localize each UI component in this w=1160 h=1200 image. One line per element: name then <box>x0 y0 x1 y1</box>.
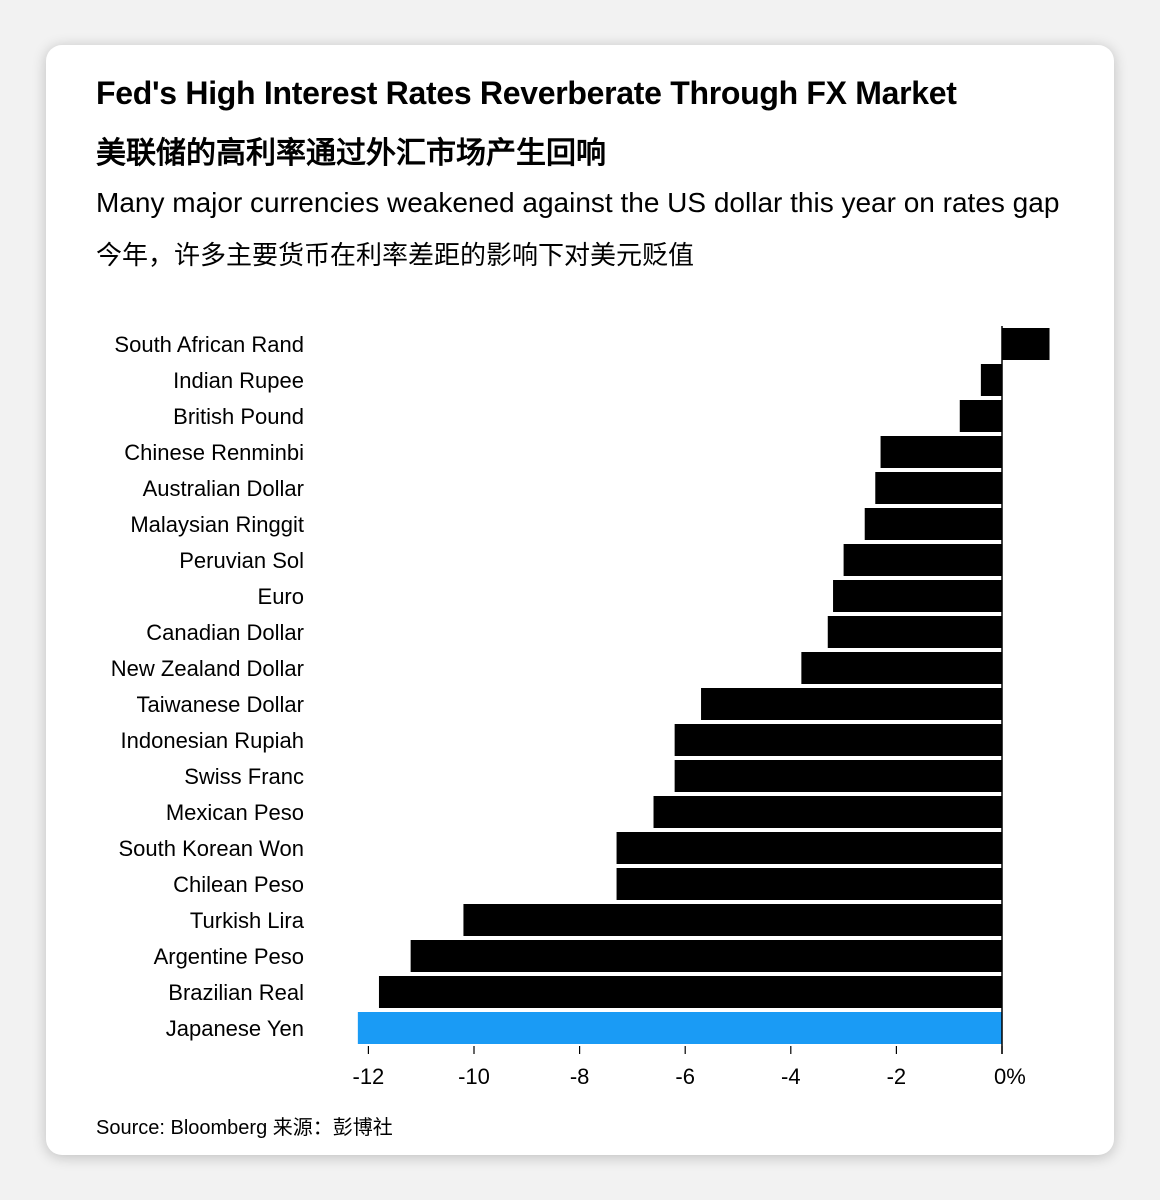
bar <box>378 976 1003 1008</box>
x-tick-label: -8 <box>570 1064 590 1089</box>
bar <box>875 472 1002 504</box>
chart-subtitle-chinese: 今年，许多主要货币在利率差距的影响下对美元贬值 <box>96 241 695 271</box>
bar <box>833 580 1002 612</box>
bar <box>674 760 1002 792</box>
bar <box>843 544 1002 576</box>
x-tick-label: 0% <box>994 1064 1026 1089</box>
category-label: South African Rand <box>114 332 304 357</box>
chart-card: Fed's High Interest Rates Reverberate Th… <box>46 45 1114 1155</box>
category-label: South Korean Won <box>119 836 305 861</box>
category-label: Euro <box>258 584 304 609</box>
bar <box>463 904 1002 936</box>
category-label: Australian Dollar <box>143 476 304 501</box>
source-note: Source: Bloomberg 来源：彭博社 <box>96 1117 393 1139</box>
category-label: Indonesian Rupiah <box>121 728 304 753</box>
bar <box>674 724 1002 756</box>
x-tick-label: -10 <box>458 1064 490 1089</box>
bar <box>357 1012 1003 1044</box>
category-label: Argentine Peso <box>154 944 304 969</box>
category-label: New Zealand Dollar <box>111 656 304 681</box>
category-label: Peruvian Sol <box>179 548 304 573</box>
category-label: Chinese Renminbi <box>124 440 304 465</box>
bar <box>1002 328 1050 360</box>
category-label: Taiwanese Dollar <box>136 692 304 717</box>
bar <box>653 796 1002 828</box>
category-label: Turkish Lira <box>190 908 305 933</box>
bar <box>959 400 1002 432</box>
category-label: Japanese Yen <box>166 1016 304 1041</box>
bar <box>801 652 1002 684</box>
chart-title-chinese: 美联储的高利率通过外汇市场产生回响 <box>96 136 606 171</box>
category-label: British Pound <box>173 404 304 429</box>
bar <box>827 616 1002 648</box>
bar <box>864 508 1002 540</box>
x-tick-label: -2 <box>887 1064 907 1089</box>
bar <box>616 868 1002 900</box>
bar <box>701 688 1002 720</box>
bar <box>410 940 1002 972</box>
bar <box>880 436 1002 468</box>
chart-title: Fed's High Interest Rates Reverberate Th… <box>96 75 957 111</box>
category-label: Brazilian Real <box>168 980 304 1005</box>
category-label: Indian Rupee <box>173 368 304 393</box>
bar-chart: South African Rand Indian Rupee British Po… <box>111 326 1050 1089</box>
category-label: Chilean Peso <box>173 872 304 897</box>
bar <box>616 832 1002 864</box>
category-label: Swiss Franc <box>184 764 304 789</box>
category-label: Canadian Dollar <box>146 620 304 645</box>
x-tick-label: -4 <box>781 1064 801 1089</box>
bar <box>980 364 1002 396</box>
chart-subtitle: Many major currencies weakened against t… <box>96 187 1060 218</box>
category-label: Malaysian Ringgit <box>130 512 304 537</box>
x-tick-label: -12 <box>353 1064 385 1089</box>
x-tick-label: -6 <box>675 1064 695 1089</box>
category-label: Mexican Peso <box>166 800 304 825</box>
